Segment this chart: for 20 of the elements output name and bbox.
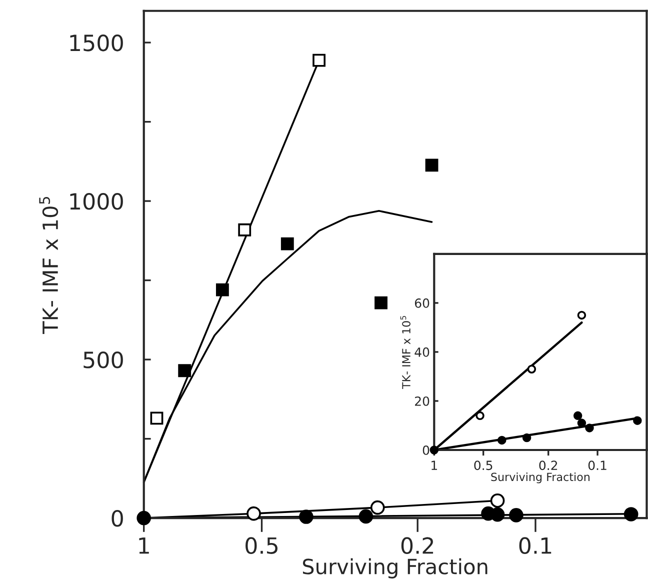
y-tick-label: 0 — [422, 445, 430, 455]
y-tick-label: 1500 — [70, 34, 123, 52]
x-axis-title: Surviving Fraction — [491, 472, 590, 484]
y-axis-title: TK- IMF x 10$^{5}$ — [39, 197, 58, 334]
x-axis-title: Surviving Fraction — [302, 558, 488, 578]
y-tick-label: 20 — [415, 396, 430, 406]
y-tick-label: 500 — [84, 351, 123, 368]
x-tick-label: 0.1 — [588, 460, 606, 470]
y-tick-label: 0 — [112, 510, 123, 527]
x-tick-label: 0.1 — [519, 537, 552, 554]
x-tick-label: 0.2 — [539, 460, 558, 470]
y-axis-title: TK- IMF x 10$^{5}$ — [400, 316, 410, 390]
x-tick-label: 1 — [139, 537, 149, 554]
y-tick-label: 40 — [414, 347, 430, 357]
x-tick-label: 0.2 — [401, 537, 434, 554]
x-tick-label: 0.5 — [474, 460, 492, 470]
x-tick-label: 1 — [432, 460, 437, 470]
y-tick-label: 60 — [414, 298, 430, 308]
x-tick-label: 0.5 — [246, 537, 278, 554]
y-tick-label: 1000 — [70, 192, 123, 210]
